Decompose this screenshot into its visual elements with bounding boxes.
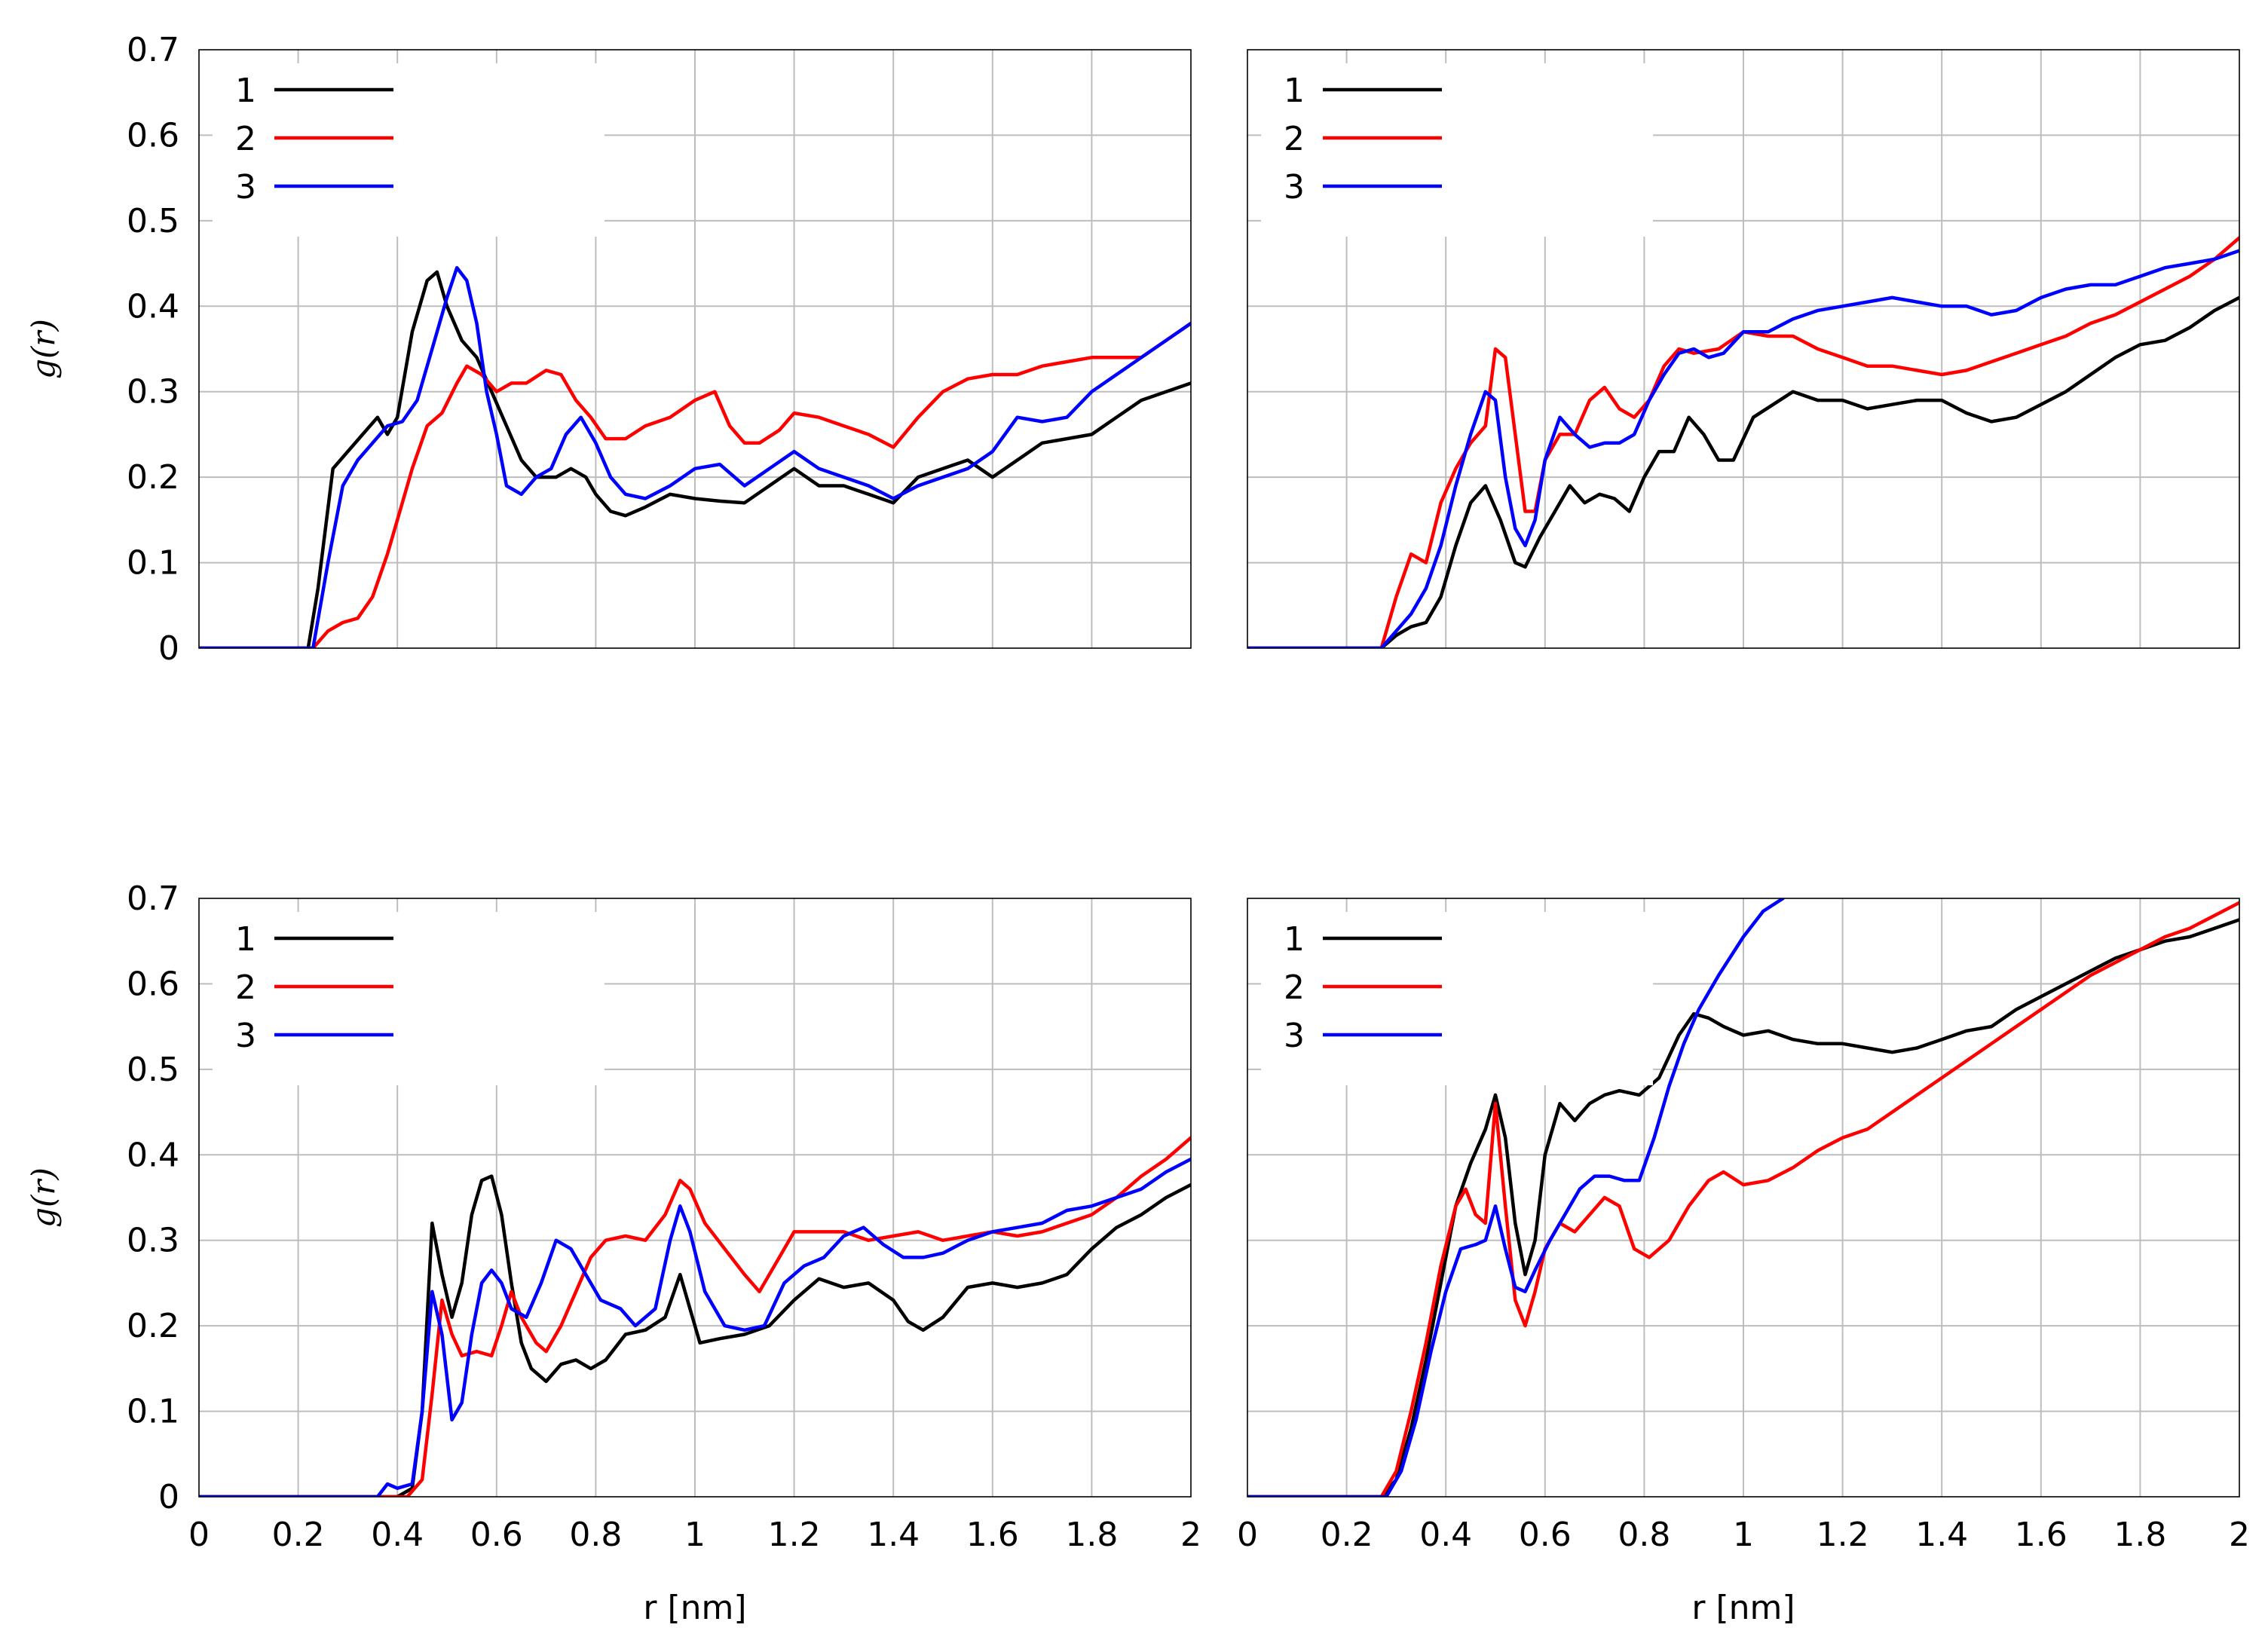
x-tick-label: 1.4 bbox=[1915, 1516, 1968, 1554]
legend: 1 2 3 bbox=[1261, 912, 1653, 1085]
x-tick-label: 0.2 bbox=[272, 1516, 325, 1554]
legend-label: 3 bbox=[235, 168, 256, 207]
legend-background bbox=[1261, 63, 1653, 237]
x-tick-label: 0 bbox=[1237, 1516, 1258, 1554]
x-axis-label: r [nm] bbox=[643, 1589, 746, 1627]
y-tick-label: 0.3 bbox=[127, 373, 179, 412]
legend-label: 1 bbox=[235, 72, 256, 110]
y-tick-label: 0.4 bbox=[127, 287, 179, 326]
series-line-2 bbox=[1247, 236, 2239, 648]
legend-background bbox=[213, 63, 604, 237]
y-tick-label: 0.6 bbox=[127, 116, 179, 155]
x-tick-label: 0 bbox=[188, 1516, 210, 1554]
y-tick-label: 0.1 bbox=[127, 544, 179, 583]
x-tick-label: 0.8 bbox=[569, 1516, 622, 1554]
x-tick-label: 1.6 bbox=[2015, 1516, 2068, 1554]
legend-label: 3 bbox=[1284, 1017, 1305, 1055]
legend-label: 2 bbox=[1284, 120, 1305, 158]
x-tick-label: 0.8 bbox=[1618, 1516, 1670, 1554]
panel-top-right: 1 2 3 bbox=[1247, 49, 2240, 649]
x-tick-label: 0.4 bbox=[1419, 1516, 1472, 1554]
legend-label: 3 bbox=[1284, 168, 1305, 207]
series-line-3 bbox=[199, 265, 1191, 648]
x-tick-label: 1.8 bbox=[2113, 1516, 2166, 1554]
x-tick-label: 0.6 bbox=[1519, 1516, 1572, 1554]
y-tick-label: 0.5 bbox=[127, 1051, 179, 1089]
series-line-1 bbox=[199, 270, 1191, 648]
y-tick-label: 0.3 bbox=[127, 1222, 179, 1260]
y-tick-label: 0.6 bbox=[127, 965, 179, 1003]
legend: 1 2 3 bbox=[213, 63, 604, 237]
series-group bbox=[1247, 236, 2239, 648]
legend-label: 1 bbox=[1284, 72, 1305, 110]
series-line-1 bbox=[1247, 918, 2239, 1497]
series-line-3 bbox=[1247, 898, 1785, 1497]
series-line-3 bbox=[1247, 249, 2239, 648]
x-tick-label: 0.4 bbox=[371, 1516, 424, 1554]
series-line-2 bbox=[199, 1136, 1191, 1497]
legend: 1 2 3 bbox=[1261, 63, 1653, 237]
series-line-2 bbox=[1247, 901, 2239, 1497]
y-tick-label: 0 bbox=[158, 1478, 179, 1516]
series-group bbox=[199, 265, 1191, 648]
x-tick-label: 1.8 bbox=[1065, 1516, 1118, 1554]
x-tick-label: 1.2 bbox=[768, 1516, 821, 1554]
y-tick-label: 0.4 bbox=[127, 1136, 179, 1174]
legend-background bbox=[1261, 912, 1653, 1085]
x-tick-label: 2 bbox=[1180, 1516, 1201, 1554]
panel-bottom-right: 0 0.2 0.4 0.6 0.8 1 1.2 1.4 1.6 1.8 2 r [nm] 1 2 3 bbox=[1237, 898, 2250, 1627]
y-tick-label: 0.7 bbox=[127, 880, 179, 918]
x-tick-label: 1.4 bbox=[867, 1516, 920, 1554]
series-group bbox=[1247, 898, 2239, 1497]
x-tick-label: 0.6 bbox=[470, 1516, 523, 1554]
x-axis-label: r [nm] bbox=[1691, 1589, 1795, 1627]
legend-label: 2 bbox=[1284, 968, 1305, 1007]
legend-label: 3 bbox=[235, 1017, 256, 1055]
y-tick-label: 0.2 bbox=[127, 458, 179, 497]
legend-label: 1 bbox=[1284, 920, 1305, 959]
y-tick-label: 0.5 bbox=[127, 202, 179, 240]
y-tick-label: 0.2 bbox=[127, 1307, 179, 1345]
x-tick-label: 1 bbox=[684, 1516, 705, 1554]
plot-frame bbox=[198, 898, 1192, 1498]
x-tick-label: 1 bbox=[1733, 1516, 1754, 1554]
y-tick-label: 0.7 bbox=[127, 31, 179, 69]
panel-bottom-left: 0 0.1 0.2 0.3 0.4 0.5 0.6 0.7 0 0.2 0.4 0.6 0.8 1 1.2 1… bbox=[25, 880, 1201, 1627]
y-axis-label: g(r) bbox=[25, 1167, 62, 1228]
plot-frame bbox=[1247, 898, 2240, 1498]
series-group bbox=[199, 1136, 1191, 1497]
x-tick-label: 2 bbox=[2229, 1516, 2250, 1554]
legend-label: 1 bbox=[235, 920, 256, 959]
x-tick-label: 1.6 bbox=[966, 1516, 1019, 1554]
series-line-3 bbox=[199, 1157, 1191, 1497]
legend-label: 2 bbox=[235, 120, 256, 158]
y-axis-label: g(r) bbox=[25, 319, 62, 379]
panel-top-left: 0 0.1 0.2 0.3 0.4 0.5 0.6 0.7 g(r) 1 2 3 bbox=[25, 31, 1192, 668]
series-line-1 bbox=[1247, 295, 2239, 648]
x-tick-label: 1.2 bbox=[1817, 1516, 1869, 1554]
legend-background bbox=[213, 912, 604, 1085]
legend: 1 2 3 bbox=[213, 912, 604, 1085]
legend-label: 2 bbox=[235, 968, 256, 1007]
series-line-1 bbox=[199, 1174, 1191, 1497]
y-tick-label: 0 bbox=[158, 629, 179, 668]
plot-frame bbox=[1247, 49, 2240, 649]
plot-frame bbox=[198, 49, 1192, 649]
y-tick-label: 0.1 bbox=[127, 1393, 179, 1431]
x-tick-label: 0.2 bbox=[1321, 1516, 1373, 1554]
series-line-2 bbox=[199, 321, 1191, 648]
